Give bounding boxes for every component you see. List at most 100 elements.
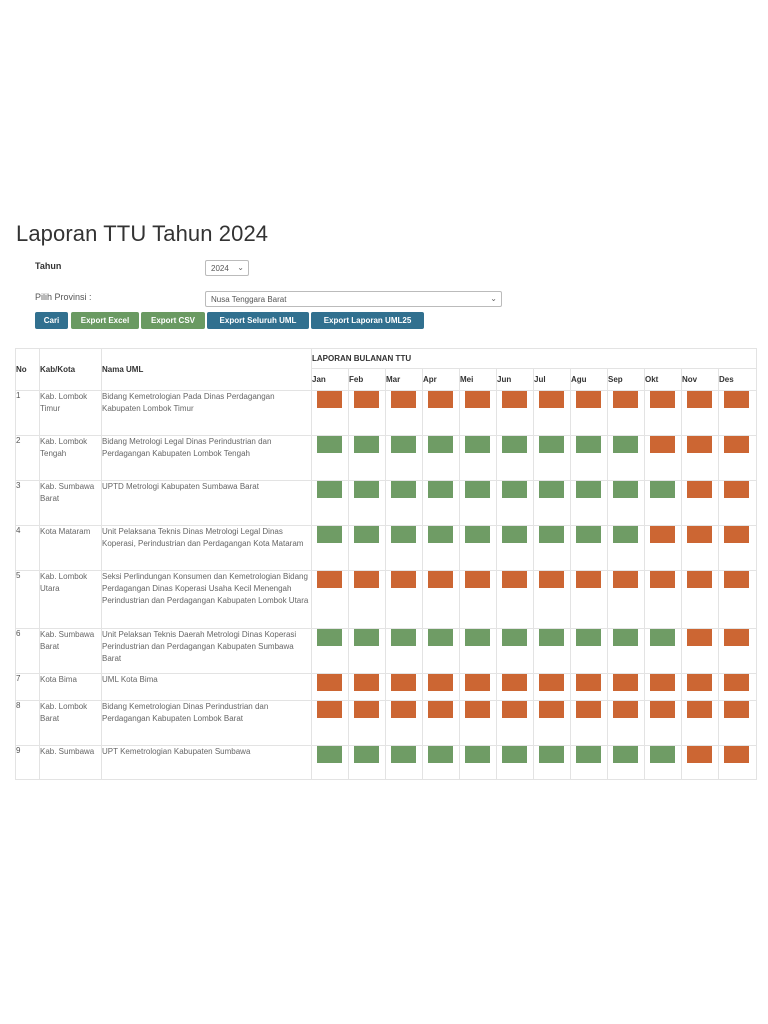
status-missing-box[interactable] (391, 674, 416, 691)
status-missing-box[interactable] (354, 701, 379, 718)
export-laporan-uml25-button[interactable]: Export Laporan UML25 (311, 312, 424, 329)
status-submitted-box[interactable] (354, 481, 379, 498)
status-submitted-box[interactable] (613, 629, 638, 646)
status-submitted-box[interactable] (576, 436, 601, 453)
status-submitted-box[interactable] (354, 746, 379, 763)
status-missing-box[interactable] (354, 571, 379, 588)
status-missing-box[interactable] (576, 701, 601, 718)
status-submitted-box[interactable] (391, 436, 416, 453)
status-submitted-box[interactable] (650, 481, 675, 498)
status-submitted-box[interactable] (391, 526, 416, 543)
status-missing-box[interactable] (391, 571, 416, 588)
status-submitted-box[interactable] (502, 746, 527, 763)
status-submitted-box[interactable] (428, 436, 453, 453)
status-submitted-box[interactable] (317, 481, 342, 498)
status-missing-box[interactable] (687, 674, 712, 691)
status-missing-box[interactable] (650, 674, 675, 691)
status-submitted-box[interactable] (391, 629, 416, 646)
status-missing-box[interactable] (687, 526, 712, 543)
status-missing-box[interactable] (465, 701, 490, 718)
status-submitted-box[interactable] (317, 526, 342, 543)
status-submitted-box[interactable] (465, 481, 490, 498)
status-missing-box[interactable] (724, 629, 749, 646)
status-missing-box[interactable] (650, 391, 675, 408)
status-submitted-box[interactable] (650, 746, 675, 763)
status-missing-box[interactable] (428, 391, 453, 408)
status-submitted-box[interactable] (391, 481, 416, 498)
status-missing-box[interactable] (724, 526, 749, 543)
status-missing-box[interactable] (391, 701, 416, 718)
status-missing-box[interactable] (502, 701, 527, 718)
status-missing-box[interactable] (724, 701, 749, 718)
status-missing-box[interactable] (576, 674, 601, 691)
status-missing-box[interactable] (687, 701, 712, 718)
status-missing-box[interactable] (724, 391, 749, 408)
status-submitted-box[interactable] (354, 629, 379, 646)
status-missing-box[interactable] (687, 571, 712, 588)
status-missing-box[interactable] (687, 481, 712, 498)
status-missing-box[interactable] (613, 674, 638, 691)
status-submitted-box[interactable] (354, 526, 379, 543)
status-missing-box[interactable] (428, 674, 453, 691)
status-submitted-box[interactable] (465, 526, 490, 543)
status-submitted-box[interactable] (576, 481, 601, 498)
export-seluruh-uml-button[interactable]: Export Seluruh UML (207, 312, 309, 329)
status-missing-box[interactable] (576, 571, 601, 588)
status-submitted-box[interactable] (428, 481, 453, 498)
status-submitted-box[interactable] (539, 629, 564, 646)
status-missing-box[interactable] (687, 629, 712, 646)
status-submitted-box[interactable] (613, 526, 638, 543)
status-submitted-box[interactable] (539, 526, 564, 543)
status-submitted-box[interactable] (576, 746, 601, 763)
status-submitted-box[interactable] (613, 481, 638, 498)
status-missing-box[interactable] (465, 674, 490, 691)
status-submitted-box[interactable] (502, 629, 527, 646)
export-excel-button[interactable]: Export Excel (71, 312, 139, 329)
status-submitted-box[interactable] (502, 481, 527, 498)
status-missing-box[interactable] (428, 571, 453, 588)
status-submitted-box[interactable] (576, 526, 601, 543)
status-missing-box[interactable] (502, 571, 527, 588)
status-submitted-box[interactable] (613, 436, 638, 453)
status-missing-box[interactable] (613, 571, 638, 588)
status-submitted-box[interactable] (354, 436, 379, 453)
provinsi-select[interactable]: Nusa Tenggara Barat ⌄ (205, 291, 502, 307)
status-missing-box[interactable] (317, 701, 342, 718)
status-missing-box[interactable] (687, 436, 712, 453)
status-missing-box[interactable] (687, 391, 712, 408)
cari-button[interactable]: Cari (35, 312, 68, 329)
status-submitted-box[interactable] (650, 629, 675, 646)
status-missing-box[interactable] (465, 571, 490, 588)
status-submitted-box[interactable] (317, 629, 342, 646)
status-submitted-box[interactable] (502, 436, 527, 453)
status-missing-box[interactable] (724, 571, 749, 588)
status-submitted-box[interactable] (428, 746, 453, 763)
status-missing-box[interactable] (354, 391, 379, 408)
status-submitted-box[interactable] (317, 436, 342, 453)
status-missing-box[interactable] (539, 701, 564, 718)
status-submitted-box[interactable] (428, 526, 453, 543)
status-missing-box[interactable] (502, 674, 527, 691)
status-missing-box[interactable] (539, 391, 564, 408)
status-missing-box[interactable] (650, 436, 675, 453)
status-missing-box[interactable] (650, 526, 675, 543)
status-submitted-box[interactable] (465, 436, 490, 453)
status-submitted-box[interactable] (613, 746, 638, 763)
status-missing-box[interactable] (317, 674, 342, 691)
status-missing-box[interactable] (428, 701, 453, 718)
status-missing-box[interactable] (687, 746, 712, 763)
status-submitted-box[interactable] (576, 629, 601, 646)
status-missing-box[interactable] (724, 674, 749, 691)
status-submitted-box[interactable] (502, 526, 527, 543)
status-missing-box[interactable] (724, 746, 749, 763)
status-missing-box[interactable] (650, 701, 675, 718)
status-submitted-box[interactable] (428, 629, 453, 646)
status-missing-box[interactable] (539, 674, 564, 691)
status-missing-box[interactable] (539, 571, 564, 588)
status-missing-box[interactable] (465, 391, 490, 408)
status-submitted-box[interactable] (539, 746, 564, 763)
status-missing-box[interactable] (317, 391, 342, 408)
status-missing-box[interactable] (354, 674, 379, 691)
status-submitted-box[interactable] (391, 746, 416, 763)
status-missing-box[interactable] (576, 391, 601, 408)
